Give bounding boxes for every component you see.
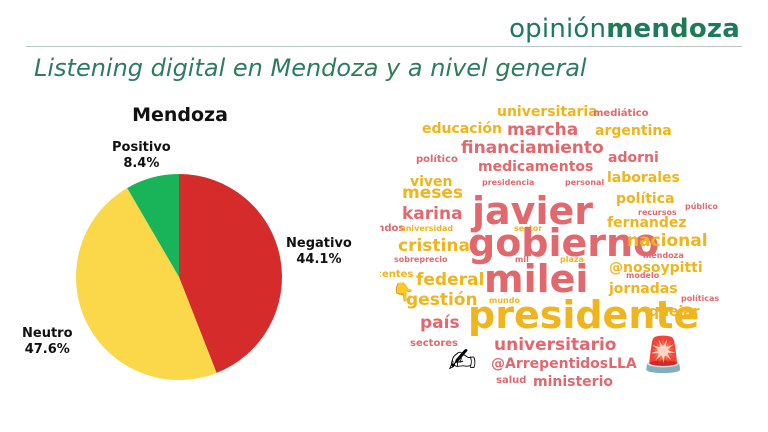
- cloud-word-medicamentos: medicamentos: [478, 159, 593, 175]
- cloud-word-marcha: marcha: [507, 120, 578, 140]
- pie-label-value: 47.6%: [24, 342, 70, 357]
- cloud-word-cristina: cristina: [398, 236, 470, 256]
- pie-label-positivo: Positivo 8.4%: [112, 140, 171, 172]
- cloud-word-presidencia: presidencia: [482, 178, 534, 187]
- cloud-word-recursos: recursos: [638, 208, 677, 217]
- siren-emoji-icon: 🚨: [642, 335, 684, 375]
- cloud-word-salud: salud: [496, 375, 526, 386]
- cloud-word-fondos: fondos: [380, 223, 404, 234]
- writing-hand-emoji-icon: ✍: [448, 341, 477, 381]
- cloud-word-nosoypitti: @nosoypitti: [609, 260, 703, 276]
- sentiment-pie-chart: [76, 174, 282, 380]
- cloud-word-jornadas: jornadas: [608, 281, 678, 297]
- cloud-word-gobierno: gobierno: [468, 221, 659, 265]
- cloud-word-plaza: plaza: [560, 255, 584, 264]
- cloud-word-personal: personal: [565, 178, 604, 187]
- pie-label-value: 8.4%: [123, 156, 160, 171]
- cloud-word-karina: karina: [402, 204, 463, 224]
- cloud-word-universitaria: universitaria: [497, 104, 598, 120]
- brand-suffix: mendoza: [606, 14, 740, 44]
- cloud-word-mundo: mundo: [489, 296, 520, 305]
- cloud-word-sectores: sectores: [410, 338, 458, 349]
- cloud-word-laborales: laborales: [607, 170, 680, 186]
- cloud-word-educacin: educación: [422, 121, 502, 137]
- pie-label-name: Neutro: [22, 326, 73, 341]
- cloud-word-javier: javier: [470, 189, 593, 233]
- pointing-down-emoji-icon: 👇: [392, 282, 414, 303]
- cloud-word-modelo: modelo: [626, 271, 660, 280]
- pie-label-value: 44.1%: [296, 252, 342, 267]
- pie-slice-negativo: [179, 174, 282, 373]
- cloud-word-sobreprecio: sobreprecio: [394, 255, 448, 264]
- cloud-word-argentina: argentina: [595, 123, 672, 139]
- cloud-word-ministerio: ministerio: [533, 374, 613, 390]
- header-divider: [26, 46, 742, 47]
- cloud-word-pblico: público: [685, 202, 718, 211]
- cloud-word-mil: mil: [515, 255, 529, 264]
- cloud-word-mendoza: mendoza: [643, 251, 684, 260]
- cloud-word-poltico: político: [416, 153, 458, 165]
- cloud-word-meses: meses: [402, 183, 463, 203]
- pie-chart-title: Mendoza: [132, 104, 228, 126]
- cloud-word-docentes: docentes: [380, 269, 413, 280]
- cloud-word-pas: país: [420, 313, 460, 333]
- cloud-word-presidente: presidente: [468, 293, 699, 337]
- cloud-word-arrepentidoslla: @ArrepentidosLLA: [491, 356, 637, 372]
- cloud-word-federal: federal: [416, 270, 484, 290]
- cloud-word-universidad: universidad: [400, 224, 453, 233]
- cloud-word-meditico: mediático: [593, 107, 649, 119]
- pie-slice-neutro: [76, 187, 217, 380]
- cloud-word-universitario: universitario: [494, 335, 616, 355]
- cloud-word-nacional: nacional: [627, 231, 708, 251]
- cloud-word-sector: sector: [514, 224, 542, 233]
- cloud-word-quejar: quejar: [649, 304, 700, 320]
- cloud-word-fernandez: fernandez: [607, 215, 687, 231]
- pie-label-name: Positivo: [112, 140, 171, 155]
- pie-slice-positivo: [127, 174, 179, 277]
- pie-label-negativo: Negativo 44.1%: [286, 236, 352, 268]
- pie-label-neutro: Neutro 47.6%: [22, 326, 73, 358]
- cloud-word-adorni: adorni: [608, 150, 659, 166]
- cloud-word-gestin: gestión: [406, 290, 478, 310]
- cloud-word-polticas: políticas: [681, 294, 719, 303]
- cloud-word-financiamiento: financiamiento: [461, 138, 604, 158]
- brand-prefix: opinión: [509, 14, 607, 44]
- cloud-word-poltica: política: [616, 191, 674, 207]
- pie-label-name: Negativo: [286, 236, 352, 251]
- page-title: Listening digital en Mendoza y a nivel g…: [34, 54, 587, 82]
- cloud-word-viven: viven: [410, 174, 453, 190]
- cloud-word-milei: milei: [484, 257, 588, 301]
- brand-logo: opiniónmendoza: [509, 14, 740, 44]
